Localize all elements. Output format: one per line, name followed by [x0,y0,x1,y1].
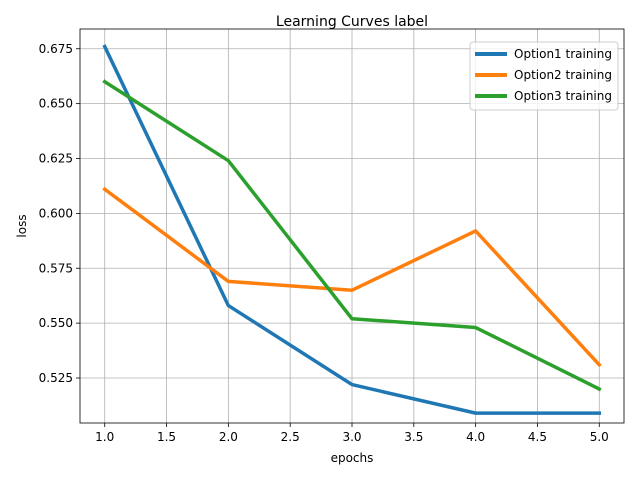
y-tick-label: 0.675 [39,42,73,56]
legend-label-option1: Option1 training [514,47,612,61]
series-lines [102,44,602,415]
y-tick-label: 0.625 [39,152,73,166]
series-line-option2-training [102,186,602,368]
x-tick-label: 5.0 [590,430,609,444]
series-line-option3-training [102,79,602,392]
y-tick-label: 0.600 [39,206,73,220]
x-tick-label: 1.0 [95,430,114,444]
y-axis-ticks: 0.525 0.550 0.575 0.600 0.625 0.650 0.675 [39,42,80,385]
legend-box [469,41,619,111]
series-line-option1-training [102,44,602,415]
x-tick-label: 4.0 [466,430,485,444]
x-tick-label: 3.0 [342,430,361,444]
legend-label-option2: Option2 training [514,68,612,82]
y-axis-title: loss [15,214,29,237]
x-tick-label: 2.0 [219,430,238,444]
x-tick-label: 1.5 [157,430,176,444]
x-axis-title: epochs [331,451,374,465]
legend: Option1 training Option2 training Option… [469,41,619,111]
y-tick-label: 0.650 [39,97,73,111]
y-tick-label: 0.525 [39,371,73,385]
chart-title: Learning Curves label [276,14,428,30]
legend-label-option3: Option3 training [514,89,612,103]
y-tick-label: 0.550 [39,316,73,330]
x-tick-label: 4.5 [528,430,547,444]
x-tick-label: 3.5 [404,430,423,444]
y-tick-label: 0.575 [39,261,73,275]
x-axis-ticks: 1.0 1.5 2.0 2.5 3.0 3.5 4.0 4.5 5.0 [95,423,609,444]
x-tick-label: 2.5 [281,430,300,444]
